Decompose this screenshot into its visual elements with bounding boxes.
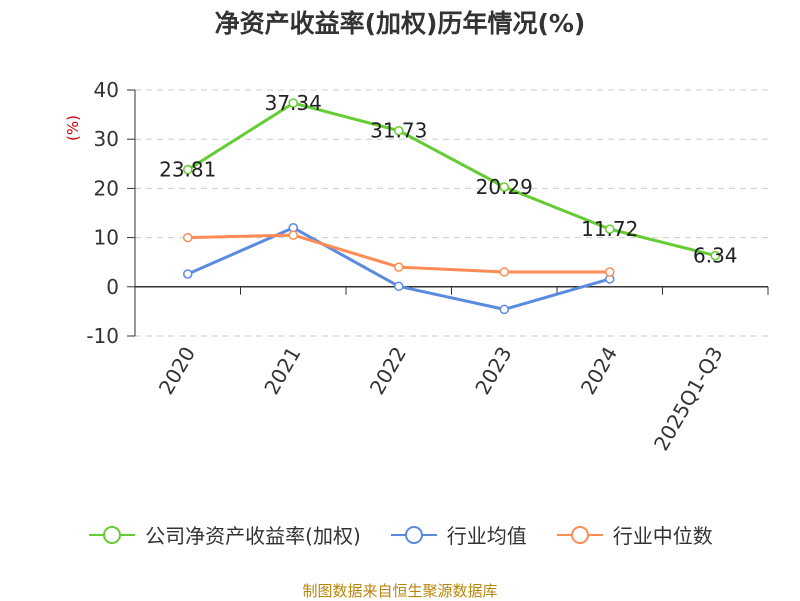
- x-tick-label: 2023: [470, 343, 516, 399]
- data-point: [394, 262, 404, 272]
- data-label: 20.29: [476, 175, 533, 199]
- y-axis-label: (%): [64, 115, 82, 141]
- x-tick-label: 2024: [576, 343, 622, 399]
- legend-item: 行业均值: [389, 520, 527, 549]
- data-point: [499, 182, 509, 192]
- legend-marker: [404, 525, 423, 544]
- data-label: 37.34: [265, 91, 322, 115]
- legend-swatch: [556, 525, 603, 544]
- data-label: 6.34: [693, 244, 738, 268]
- data-point: [394, 125, 404, 136]
- x-tick-label: 2025Q1-Q3: [649, 343, 728, 455]
- data-point: [499, 304, 509, 315]
- legend-item: 公司净资产收益率(加权): [87, 520, 361, 549]
- source-note: 制图数据来自恒生聚源数据库: [302, 582, 498, 600]
- x-tick-label: 2022: [365, 343, 411, 399]
- y-tick-label: -10: [86, 324, 119, 348]
- data-point: [710, 250, 720, 261]
- legend-marker: [103, 525, 122, 544]
- chart-title: 净资产收益率(加权)历年情况(%): [214, 9, 586, 38]
- y-tick-label: 0: [106, 275, 119, 299]
- y-tick-label: 30: [94, 127, 119, 151]
- data-point: [394, 281, 404, 292]
- legend-item: 行业中位数: [555, 520, 713, 549]
- y-tick-label: 40: [94, 78, 119, 102]
- data-point: [605, 224, 615, 234]
- data-label: 11.72: [581, 217, 638, 241]
- x-tick-label: 2021: [259, 343, 305, 399]
- legend-marker: [570, 525, 589, 544]
- y-tick-label: 10: [94, 226, 119, 250]
- series-line: [186, 101, 716, 258]
- legend: 公司净资产收益率(加权) 行业均值 行业中位数: [0, 520, 800, 549]
- legend-label: 行业均值: [446, 524, 527, 548]
- data-point: [183, 164, 193, 175]
- data-point: [499, 267, 509, 277]
- data-label: 31.73: [370, 119, 427, 143]
- data-point: [183, 269, 193, 279]
- legend-swatch: [89, 525, 136, 544]
- x-tick-label: 2020: [154, 343, 200, 399]
- data-point: [288, 98, 298, 108]
- data-point: [605, 267, 615, 277]
- y-tick-label: 20: [94, 176, 119, 200]
- data-point: [288, 230, 298, 240]
- legend-label: 公司净资产收益率(加权): [145, 524, 361, 548]
- data-point: [183, 232, 193, 243]
- legend-label: 行业中位数: [612, 524, 713, 548]
- data-label: 23.81: [159, 158, 216, 182]
- legend-swatch: [390, 525, 437, 544]
